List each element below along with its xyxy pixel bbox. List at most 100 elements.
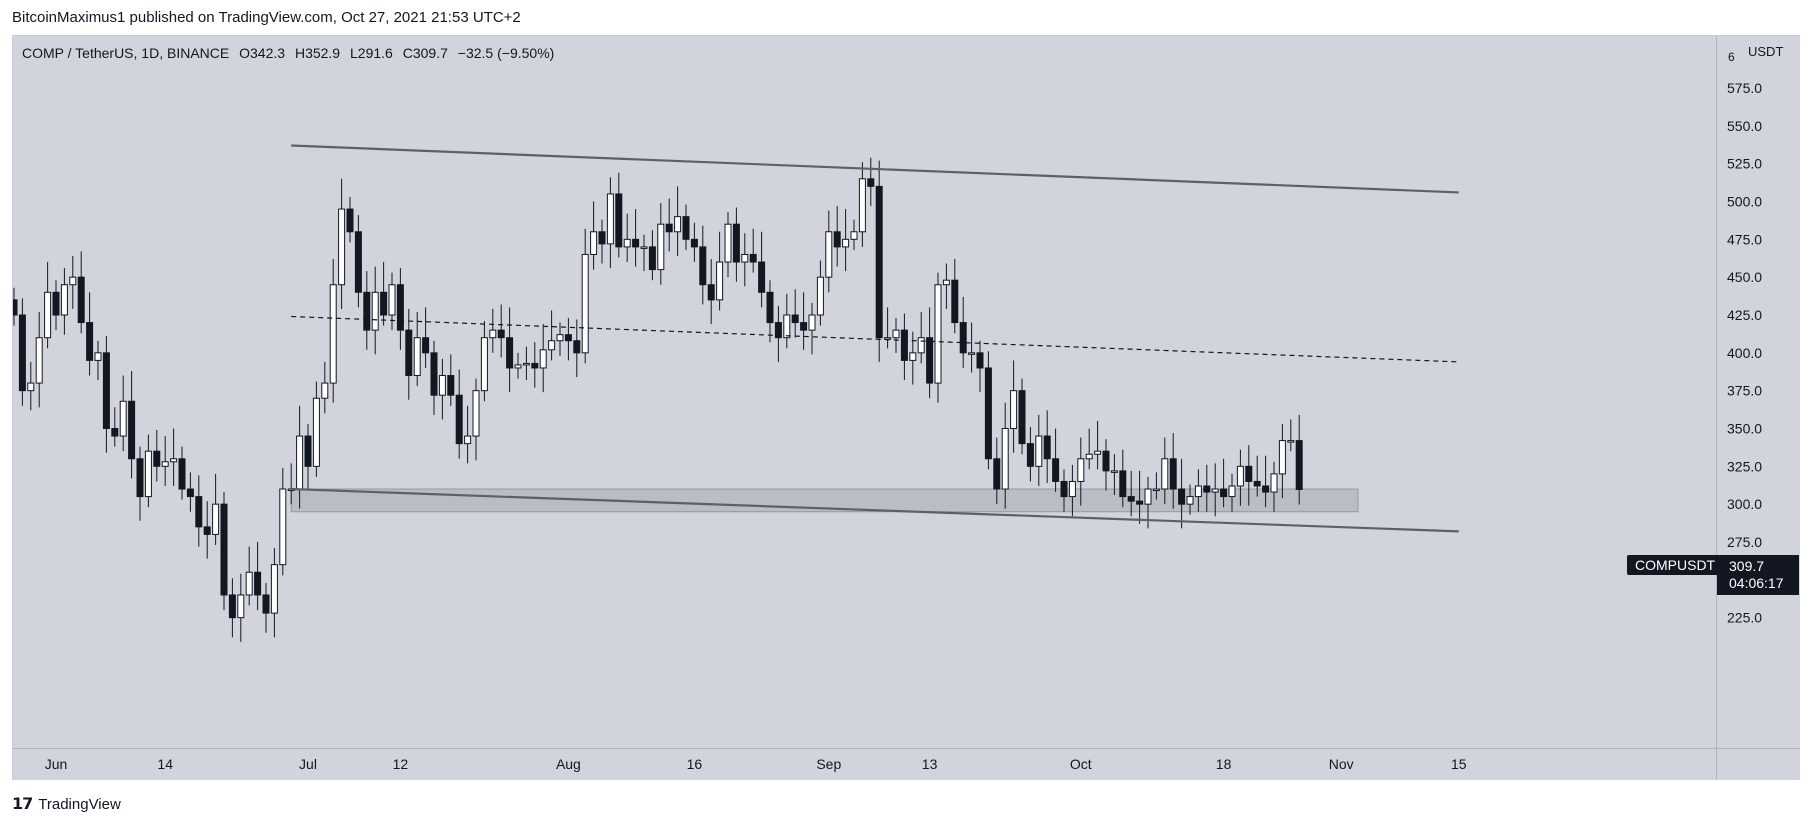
time-tick-label: 16: [687, 756, 703, 772]
candle-down: [993, 458, 1001, 490]
candle-up: [338, 208, 346, 286]
candle-up: [279, 488, 287, 566]
candle-down: [203, 526, 211, 535]
candle-up: [1278, 440, 1286, 475]
candle-down: [1262, 485, 1270, 493]
candle-down: [430, 352, 438, 396]
candle-down: [178, 458, 186, 490]
candle-up: [892, 329, 900, 339]
price-tick-label: 550.0: [1727, 118, 1762, 134]
candle-down: [900, 329, 908, 361]
bar-countdown: 04:06:17: [1729, 575, 1784, 591]
candle-down: [497, 329, 505, 339]
time-tick-label: Jul: [299, 756, 317, 772]
candle-up: [212, 503, 220, 535]
candle-up: [1144, 488, 1152, 505]
candle-down: [1253, 480, 1261, 487]
legend-low-value: 291.6: [357, 45, 393, 61]
candle-up: [489, 329, 497, 339]
legend-high-value: 352.9: [305, 45, 341, 61]
time-tick-label: Sep: [816, 756, 841, 772]
candle-down: [86, 322, 94, 361]
candle-down: [186, 488, 194, 498]
candle-up: [413, 337, 421, 377]
candle-up: [968, 352, 976, 355]
candle-down: [1203, 485, 1211, 493]
candle-up: [1085, 453, 1093, 460]
axis-corner-digit: 6: [1728, 50, 1735, 64]
candle-down: [447, 375, 455, 396]
candle-up: [1035, 435, 1043, 467]
price-tick-label: 475.0: [1727, 231, 1762, 247]
candle-up: [1152, 488, 1160, 492]
candle-down: [220, 503, 228, 596]
candle-up: [69, 276, 77, 286]
channel-boundary: [291, 487, 1459, 533]
candle-up: [1211, 488, 1219, 493]
candle-up: [270, 564, 278, 614]
candle-up: [909, 352, 917, 361]
plot-area[interactable]: [13, 36, 1716, 748]
candle-down: [959, 322, 967, 354]
price-tick-label: 425.0: [1727, 307, 1762, 323]
candle-up: [850, 231, 858, 240]
candle-up: [825, 231, 833, 278]
candle-down: [1060, 480, 1068, 498]
candle-down: [363, 291, 371, 331]
candle-down: [1127, 496, 1135, 502]
candle-up: [60, 284, 68, 316]
candle-down: [422, 337, 430, 354]
tradingview-logo-text: TradingView: [38, 795, 121, 813]
candle-up: [144, 450, 152, 498]
candle-down: [18, 314, 26, 392]
price-tick-label: 225.0: [1727, 610, 1762, 626]
candle-up: [917, 337, 925, 354]
candle-down: [758, 261, 766, 293]
candle-up: [27, 382, 35, 392]
time-tick-label: Nov: [1329, 756, 1354, 772]
tradingview-logo-icon: 𝟭𝟳: [12, 796, 33, 813]
candle-up: [548, 340, 556, 351]
time-tick-label: 18: [1216, 756, 1232, 772]
candle-up: [371, 291, 379, 331]
candle-up: [942, 279, 950, 286]
candle-down: [1178, 488, 1186, 505]
candle-down: [254, 571, 262, 596]
price-tick-label: 325.0: [1727, 458, 1762, 474]
candle-up: [35, 337, 43, 384]
candle-down: [136, 458, 144, 498]
time-tick-label: 15: [1451, 756, 1467, 772]
channel-midline: [291, 315, 1459, 363]
price-tick-label: 450.0: [1727, 269, 1762, 285]
price-axis[interactable]: [1716, 36, 1800, 748]
candle-up: [1010, 390, 1018, 429]
candle-up: [388, 284, 396, 316]
candle-up: [321, 382, 329, 399]
candle-down: [153, 450, 161, 467]
candle-down: [791, 314, 799, 324]
candle-up: [119, 400, 127, 437]
current-price-badge: 309.7 04:06:17: [1717, 555, 1799, 595]
candle-down: [867, 178, 875, 187]
symbol-legend: COMP / TetherUS, 1D, BINANCE O342.3 H352…: [22, 45, 554, 61]
candle-up: [657, 223, 665, 271]
candle-down: [262, 594, 270, 614]
candle-down: [228, 594, 236, 619]
candle-up: [724, 223, 732, 263]
tradingview-logo[interactable]: 𝟭𝟳 TradingView: [12, 794, 121, 814]
candle-up: [464, 435, 472, 445]
time-axis[interactable]: [13, 748, 1716, 780]
candle-up: [1236, 465, 1244, 487]
candle-down: [455, 394, 463, 445]
candle-down: [690, 238, 698, 248]
legend-symbol: COMP / TetherUS, 1D, BINANCE: [22, 45, 230, 61]
candle-up: [329, 284, 337, 384]
candle-down: [875, 185, 883, 339]
candle-up: [480, 337, 488, 392]
legend-high-label: H: [294, 45, 306, 61]
axis-corner: [1716, 748, 1800, 780]
candle-up: [741, 253, 749, 263]
candle-up: [1186, 496, 1194, 505]
price-tick-label: 575.0: [1727, 80, 1762, 96]
candle-down: [951, 279, 959, 324]
